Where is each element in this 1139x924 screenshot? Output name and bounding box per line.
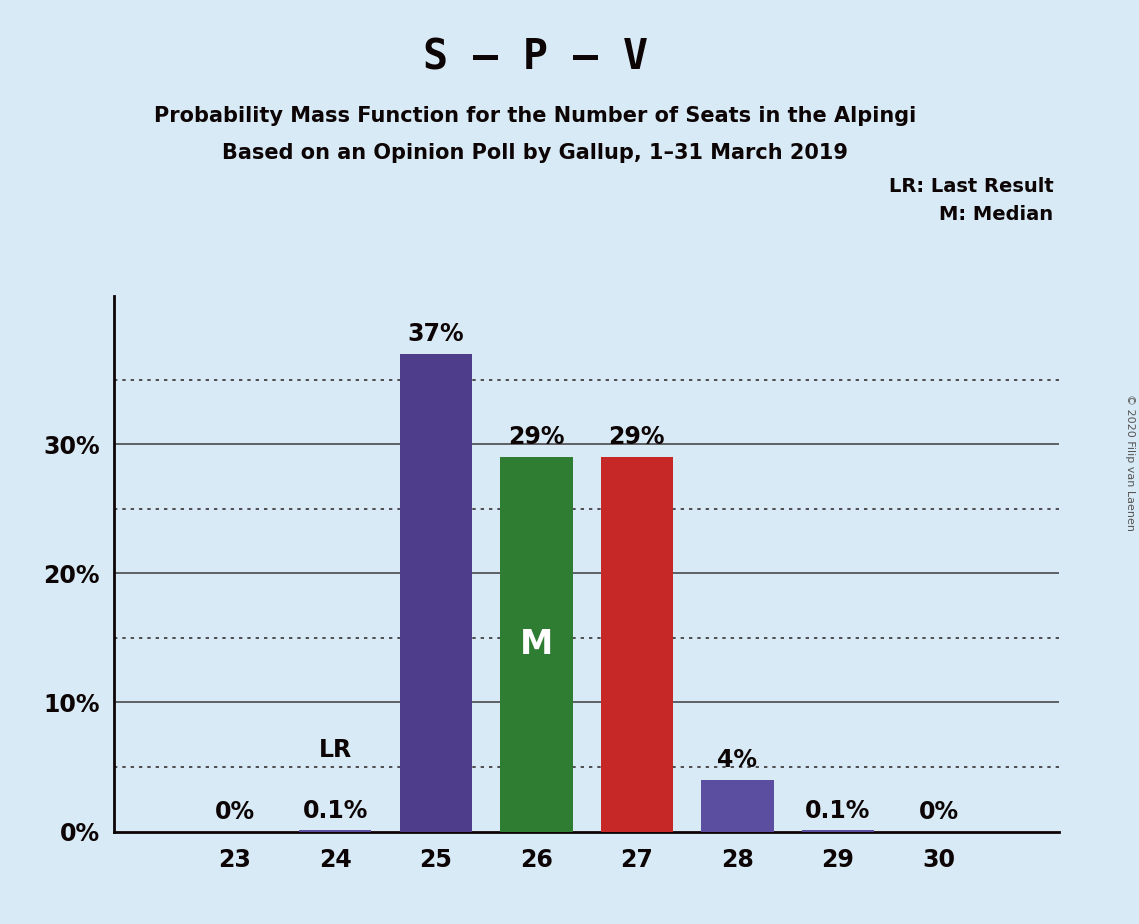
Text: © 2020 Filip van Laenen: © 2020 Filip van Laenen bbox=[1125, 394, 1134, 530]
Bar bbox=[702, 780, 773, 832]
Text: M: M bbox=[519, 627, 552, 661]
Text: 37%: 37% bbox=[408, 322, 464, 346]
Text: Based on an Opinion Poll by Gallup, 1–31 March 2019: Based on an Opinion Poll by Gallup, 1–31… bbox=[222, 143, 849, 164]
Bar bbox=[500, 457, 573, 832]
Text: 0.1%: 0.1% bbox=[805, 798, 870, 822]
Text: LR: LR bbox=[319, 738, 352, 762]
Bar bbox=[600, 457, 673, 832]
Text: M: Median: M: Median bbox=[940, 205, 1054, 225]
Bar bbox=[400, 354, 472, 832]
Text: 29%: 29% bbox=[508, 425, 565, 449]
Text: 0%: 0% bbox=[918, 800, 959, 824]
Bar bbox=[298, 831, 371, 832]
Text: LR: Last Result: LR: Last Result bbox=[888, 177, 1054, 197]
Text: 0%: 0% bbox=[214, 800, 255, 824]
Text: 4%: 4% bbox=[718, 748, 757, 772]
Text: Probability Mass Function for the Number of Seats in the Alpingi: Probability Mass Function for the Number… bbox=[154, 106, 917, 127]
Text: 0.1%: 0.1% bbox=[303, 798, 368, 822]
Text: 29%: 29% bbox=[608, 425, 665, 449]
Text: S – P – V: S – P – V bbox=[423, 37, 648, 79]
Bar bbox=[802, 831, 875, 832]
